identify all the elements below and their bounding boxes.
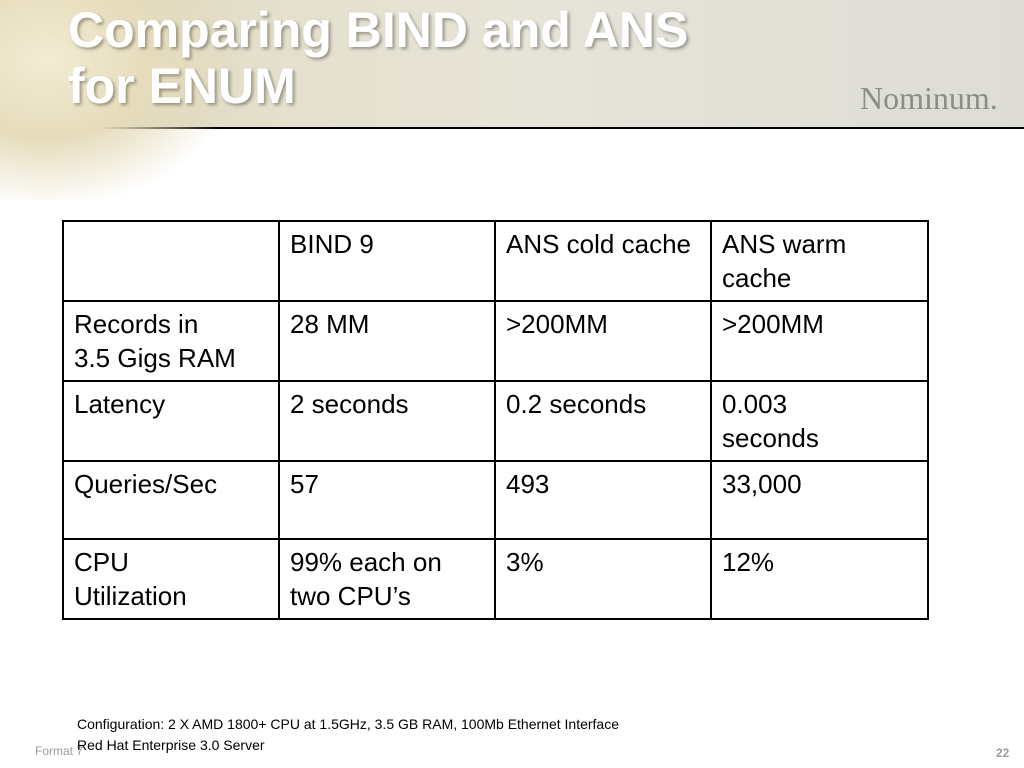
header-cell: BIND 9 bbox=[278, 220, 496, 302]
header-cell bbox=[62, 220, 280, 302]
header-row: BIND 9 ANS cold cache ANS warm cache bbox=[62, 220, 929, 302]
header-cell: ANS warm cache bbox=[710, 220, 929, 302]
table-row: Queries/Sec 57 493 33,000 bbox=[62, 460, 929, 540]
table-cell: 99% each on two CPU’s bbox=[278, 538, 496, 620]
table-cell: 28 MM bbox=[278, 300, 496, 382]
row-label: Latency bbox=[62, 380, 280, 462]
table-cell: 0.003 seconds bbox=[710, 380, 929, 462]
table-cell: 3% bbox=[494, 538, 712, 620]
row-label: CPU Utilization bbox=[62, 538, 280, 620]
table-cell: 12% bbox=[710, 538, 929, 620]
table-cell: 0.2 seconds bbox=[494, 380, 712, 462]
table-row: CPU Utilization 99% each on two CPU’s 3% 12… bbox=[62, 538, 929, 620]
comparison-table: BIND 9 ANS cold cache ANS warm cache Record… bbox=[62, 220, 929, 620]
footer-label: Format 7 bbox=[35, 744, 84, 758]
table-row: Records in 3.5 Gigs RAM 28 MM >200MM >200MM bbox=[62, 300, 929, 382]
footnote-line: Red Hat Enterprise 3.0 Server bbox=[77, 737, 265, 753]
table-cell: 57 bbox=[278, 460, 496, 540]
row-label: Queries/Sec bbox=[62, 460, 280, 540]
table-row: Latency 2 seconds 0.2 seconds 0.003 seconds bbox=[62, 380, 929, 462]
footnote-line: Configuration: 2 X AMD 1800+ CPU at 1.5G… bbox=[77, 716, 619, 732]
page-number: 22 bbox=[996, 746, 1010, 760]
table-cell: 2 seconds bbox=[278, 380, 496, 462]
footnote: Configuration: 2 X AMD 1800+ CPU at 1.5G… bbox=[77, 714, 619, 756]
table-cell: 33,000 bbox=[710, 460, 929, 540]
slide-title: Comparing BIND and ANS for ENUM bbox=[68, 2, 689, 114]
table-cell: >200MM bbox=[494, 300, 712, 382]
table-cell: 493 bbox=[494, 460, 712, 540]
row-label: Records in 3.5 Gigs RAM bbox=[62, 300, 280, 382]
header-decoration bbox=[0, 0, 230, 200]
table-cell: >200MM bbox=[710, 300, 929, 382]
header-cell: ANS cold cache bbox=[494, 220, 712, 302]
logo: Nominum. bbox=[860, 80, 998, 116]
